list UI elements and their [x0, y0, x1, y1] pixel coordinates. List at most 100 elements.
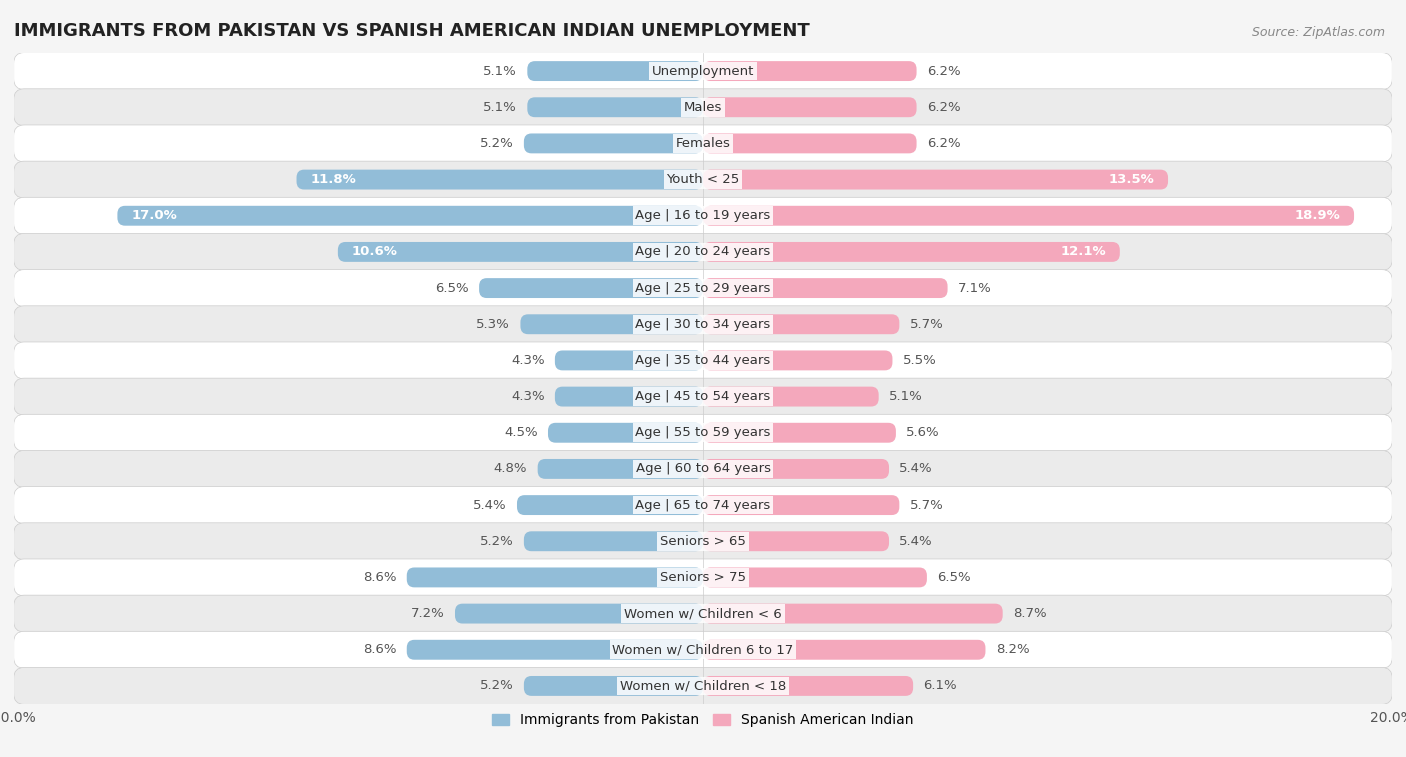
FancyBboxPatch shape [406, 568, 703, 587]
FancyBboxPatch shape [14, 125, 1392, 162]
FancyBboxPatch shape [703, 350, 893, 370]
Text: 8.2%: 8.2% [995, 643, 1029, 656]
Text: 18.9%: 18.9% [1295, 209, 1340, 223]
Text: 5.5%: 5.5% [903, 354, 936, 367]
Text: 6.2%: 6.2% [927, 64, 960, 77]
Text: 10.6%: 10.6% [352, 245, 398, 258]
Text: 6.2%: 6.2% [927, 137, 960, 150]
FancyBboxPatch shape [14, 198, 1392, 234]
FancyBboxPatch shape [703, 133, 917, 154]
FancyBboxPatch shape [14, 378, 1392, 415]
Text: Age | 30 to 34 years: Age | 30 to 34 years [636, 318, 770, 331]
Text: 4.8%: 4.8% [494, 463, 527, 475]
Text: 5.3%: 5.3% [477, 318, 510, 331]
Text: 8.7%: 8.7% [1012, 607, 1046, 620]
Text: 6.5%: 6.5% [938, 571, 972, 584]
FancyBboxPatch shape [524, 531, 703, 551]
FancyBboxPatch shape [14, 559, 1392, 596]
FancyBboxPatch shape [479, 278, 703, 298]
FancyBboxPatch shape [703, 603, 1002, 624]
FancyBboxPatch shape [703, 387, 879, 407]
FancyBboxPatch shape [14, 523, 1392, 559]
Text: Seniors > 75: Seniors > 75 [659, 571, 747, 584]
Text: 6.5%: 6.5% [434, 282, 468, 294]
FancyBboxPatch shape [555, 350, 703, 370]
Text: 5.7%: 5.7% [910, 318, 943, 331]
FancyBboxPatch shape [14, 487, 1392, 524]
FancyBboxPatch shape [524, 676, 703, 696]
FancyBboxPatch shape [14, 631, 1392, 668]
Text: 5.2%: 5.2% [479, 534, 513, 548]
Text: Youth < 25: Youth < 25 [666, 173, 740, 186]
FancyBboxPatch shape [703, 568, 927, 587]
Text: 7.2%: 7.2% [411, 607, 444, 620]
FancyBboxPatch shape [520, 314, 703, 334]
FancyBboxPatch shape [14, 595, 1392, 632]
Text: 5.4%: 5.4% [900, 463, 934, 475]
FancyBboxPatch shape [406, 640, 703, 659]
Text: 11.8%: 11.8% [311, 173, 356, 186]
FancyBboxPatch shape [14, 450, 1392, 488]
Text: Source: ZipAtlas.com: Source: ZipAtlas.com [1251, 26, 1385, 39]
Text: Unemployment: Unemployment [652, 64, 754, 77]
Text: Males: Males [683, 101, 723, 114]
Text: 8.6%: 8.6% [363, 571, 396, 584]
FancyBboxPatch shape [703, 459, 889, 479]
Text: Seniors > 65: Seniors > 65 [659, 534, 747, 548]
FancyBboxPatch shape [14, 89, 1392, 126]
Text: 13.5%: 13.5% [1108, 173, 1154, 186]
FancyBboxPatch shape [117, 206, 703, 226]
FancyBboxPatch shape [14, 161, 1392, 198]
FancyBboxPatch shape [14, 414, 1392, 451]
FancyBboxPatch shape [703, 423, 896, 443]
FancyBboxPatch shape [703, 278, 948, 298]
FancyBboxPatch shape [337, 242, 703, 262]
FancyBboxPatch shape [703, 640, 986, 659]
Text: Age | 20 to 24 years: Age | 20 to 24 years [636, 245, 770, 258]
Text: 7.1%: 7.1% [957, 282, 991, 294]
FancyBboxPatch shape [703, 61, 917, 81]
Text: 5.1%: 5.1% [889, 390, 922, 403]
FancyBboxPatch shape [703, 98, 917, 117]
Text: 5.6%: 5.6% [907, 426, 939, 439]
Legend: Immigrants from Pakistan, Spanish American Indian: Immigrants from Pakistan, Spanish Americ… [486, 708, 920, 733]
Text: 5.2%: 5.2% [479, 680, 513, 693]
Text: 6.2%: 6.2% [927, 101, 960, 114]
Text: 5.2%: 5.2% [479, 137, 513, 150]
FancyBboxPatch shape [537, 459, 703, 479]
Text: IMMIGRANTS FROM PAKISTAN VS SPANISH AMERICAN INDIAN UNEMPLOYMENT: IMMIGRANTS FROM PAKISTAN VS SPANISH AMER… [14, 22, 810, 40]
Text: 4.3%: 4.3% [510, 354, 544, 367]
Text: Age | 55 to 59 years: Age | 55 to 59 years [636, 426, 770, 439]
Text: 12.1%: 12.1% [1060, 245, 1107, 258]
Text: Age | 60 to 64 years: Age | 60 to 64 years [636, 463, 770, 475]
Text: Women w/ Children < 6: Women w/ Children < 6 [624, 607, 782, 620]
FancyBboxPatch shape [14, 668, 1392, 704]
FancyBboxPatch shape [297, 170, 703, 189]
FancyBboxPatch shape [555, 387, 703, 407]
FancyBboxPatch shape [703, 676, 912, 696]
Text: 5.7%: 5.7% [910, 499, 943, 512]
FancyBboxPatch shape [527, 98, 703, 117]
FancyBboxPatch shape [703, 170, 1168, 189]
FancyBboxPatch shape [456, 603, 703, 624]
FancyBboxPatch shape [14, 53, 1392, 89]
Text: Females: Females [675, 137, 731, 150]
Text: Women w/ Children 6 to 17: Women w/ Children 6 to 17 [613, 643, 793, 656]
FancyBboxPatch shape [703, 206, 1354, 226]
Text: Women w/ Children < 18: Women w/ Children < 18 [620, 680, 786, 693]
Text: 4.3%: 4.3% [510, 390, 544, 403]
FancyBboxPatch shape [703, 495, 900, 515]
FancyBboxPatch shape [548, 423, 703, 443]
Text: Age | 25 to 29 years: Age | 25 to 29 years [636, 282, 770, 294]
Text: 6.1%: 6.1% [924, 680, 957, 693]
Text: 5.1%: 5.1% [484, 64, 517, 77]
Text: 5.4%: 5.4% [472, 499, 506, 512]
FancyBboxPatch shape [14, 306, 1392, 343]
Text: Age | 35 to 44 years: Age | 35 to 44 years [636, 354, 770, 367]
Text: 8.6%: 8.6% [363, 643, 396, 656]
FancyBboxPatch shape [517, 495, 703, 515]
Text: 5.1%: 5.1% [484, 101, 517, 114]
Text: 5.4%: 5.4% [900, 534, 934, 548]
Text: 17.0%: 17.0% [131, 209, 177, 223]
FancyBboxPatch shape [527, 61, 703, 81]
